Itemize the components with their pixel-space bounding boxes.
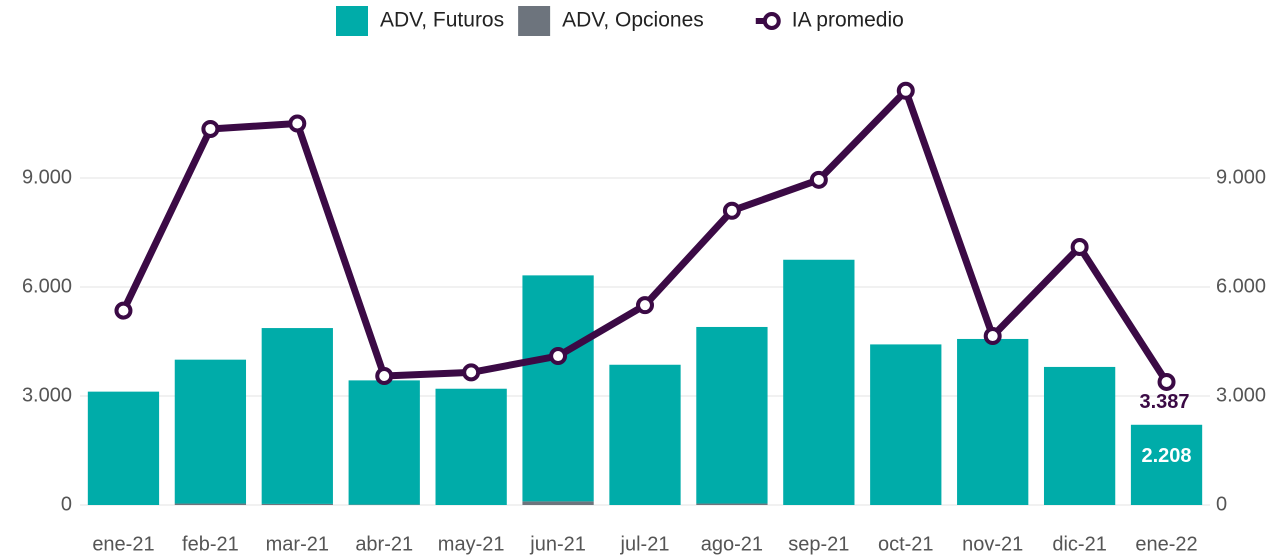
line-marker — [114, 301, 133, 320]
y2-tick-label: 0 — [1216, 493, 1227, 515]
line-marker — [549, 347, 568, 366]
bar — [957, 338, 1029, 505]
bar — [348, 380, 420, 505]
line-marker — [201, 119, 220, 138]
legend-label: IA promedio — [792, 9, 904, 32]
line-marker — [722, 201, 741, 220]
bar — [1043, 366, 1116, 505]
legend-swatch — [762, 12, 781, 30]
bar — [261, 328, 333, 504]
legend-label: ADV, Opciones — [562, 9, 704, 32]
y2-tick-label: 6.000 — [1216, 275, 1266, 297]
bar — [783, 259, 855, 505]
y-tick-label: 9.000 — [22, 166, 72, 188]
x-tick-label: nov-21 — [962, 533, 1023, 555]
x-tick-label: ene-21 — [92, 533, 154, 555]
bar — [522, 275, 594, 502]
bar — [174, 359, 247, 504]
line-value-label: 3.387 — [1140, 391, 1190, 413]
bar — [87, 391, 160, 505]
line-marker — [983, 327, 1002, 346]
x-tick-label: dic-21 — [1052, 533, 1106, 555]
bar — [870, 344, 942, 505]
y-tick-label: 6.000 — [22, 275, 72, 297]
line-marker — [462, 363, 481, 382]
x-tick-label: sep-21 — [788, 533, 849, 555]
x-tick-label: ago-21 — [701, 533, 763, 555]
legend-swatch — [336, 6, 368, 36]
y-tick-label: 3.000 — [22, 384, 72, 406]
x-tick-label: ene-22 — [1135, 533, 1197, 555]
line-marker — [1157, 372, 1176, 391]
x-tick-label: oct-21 — [878, 533, 934, 555]
x-tick-label: jul-21 — [620, 533, 670, 555]
bar — [696, 326, 768, 504]
legend-swatch — [518, 6, 551, 36]
y2-tick-label: 9.000 — [1216, 166, 1266, 188]
line-marker — [375, 367, 394, 386]
line-marker — [636, 296, 654, 315]
bar — [435, 388, 507, 505]
bar — [261, 503, 333, 505]
line-marker — [288, 114, 307, 133]
bar — [522, 501, 594, 505]
x-tick-label: mar-21 — [266, 533, 329, 555]
line-marker — [809, 170, 828, 189]
x-tick-label: jun-21 — [529, 533, 586, 555]
bar — [696, 503, 768, 505]
x-tick-label: feb-21 — [182, 533, 239, 555]
bar — [1130, 424, 1203, 505]
x-tick-label: may-21 — [438, 533, 505, 555]
bar — [609, 364, 681, 505]
line-marker — [896, 81, 915, 100]
y2-tick-label: 3.000 — [1216, 384, 1266, 406]
line-marker — [1070, 238, 1089, 257]
bar — [174, 503, 247, 505]
x-tick-label: abr-21 — [355, 533, 413, 555]
bar-value-label: 2.208 — [1142, 445, 1192, 467]
legend-label: ADV, Futuros — [380, 9, 504, 32]
y-tick-label: 0 — [61, 493, 72, 515]
